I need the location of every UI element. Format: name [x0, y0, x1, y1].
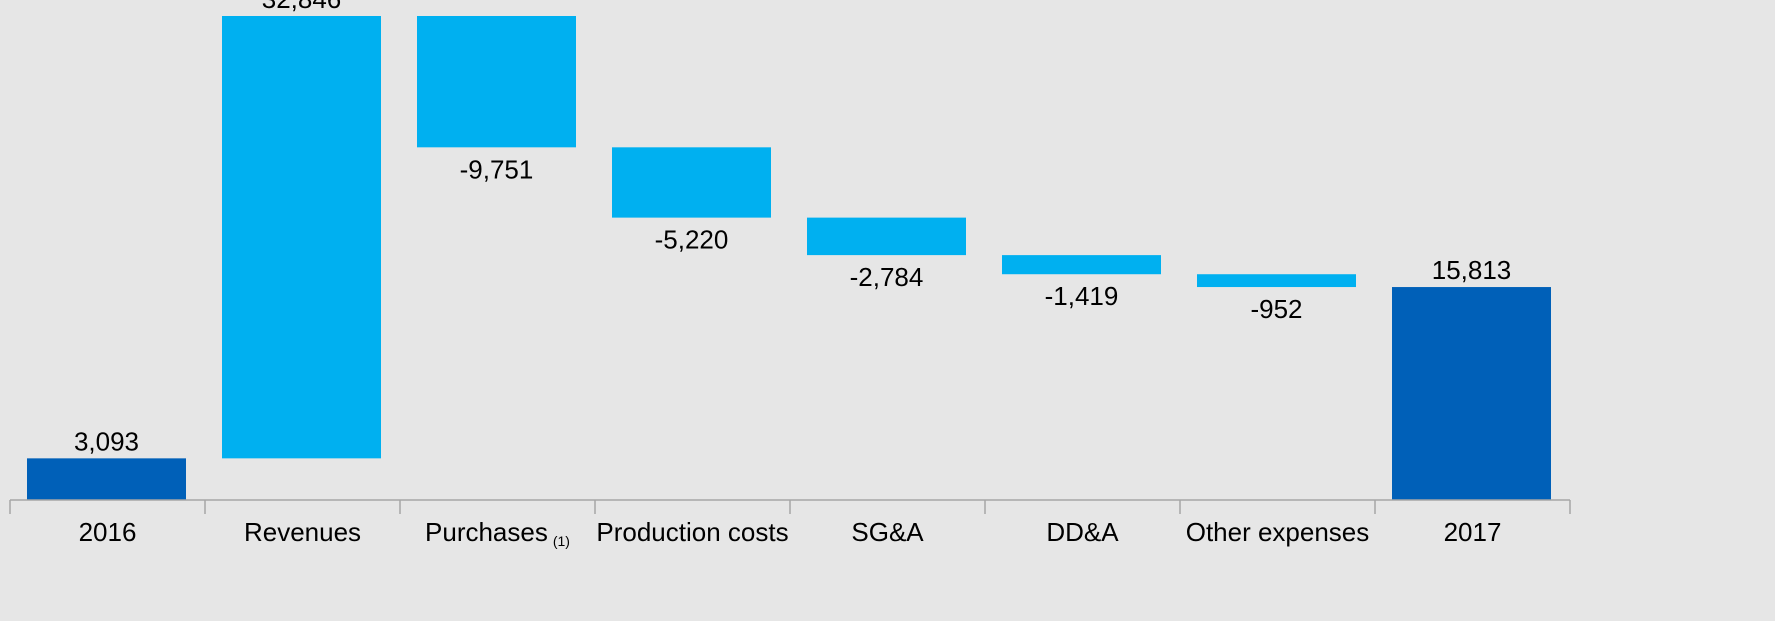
- bar-2016: [27, 458, 186, 500]
- value-label: -1,419: [1045, 281, 1119, 311]
- category-label: Purchases (1): [425, 517, 570, 549]
- value-label: -952: [1250, 294, 1302, 324]
- bar-other-expenses: [1197, 274, 1356, 288]
- x-axis: [9, 499, 1571, 514]
- value-label: 32,846: [262, 0, 342, 14]
- category-label: 2017: [1444, 517, 1502, 547]
- category-label: Other expenses: [1186, 517, 1370, 547]
- category-label: 2016: [79, 517, 137, 547]
- category-label: SG&A: [851, 517, 924, 547]
- value-label: -9,751: [460, 154, 534, 184]
- value-label: -5,220: [655, 225, 729, 255]
- bar-dd-a: [1002, 255, 1161, 275]
- footnote-marker: (1): [553, 533, 570, 549]
- value-label: -2,784: [850, 262, 924, 292]
- bar-2017: [1392, 287, 1551, 500]
- value-label: 15,813: [1432, 255, 1512, 285]
- bar-revenues: [222, 16, 381, 459]
- bar-purchases: [417, 16, 576, 148]
- bars-layer: [27, 16, 1551, 500]
- category-label: Production costs: [596, 517, 788, 547]
- bar-production-costs: [612, 147, 771, 218]
- bar-sg-a: [807, 217, 966, 256]
- category-label: DD&A: [1046, 517, 1119, 547]
- value-label: 3,093: [74, 426, 139, 456]
- labels-layer: 3,093 32,846 -9,751 -5,220 -2,784 -1,419 -952 1…: [74, 0, 1511, 549]
- category-label: Revenues: [244, 517, 361, 547]
